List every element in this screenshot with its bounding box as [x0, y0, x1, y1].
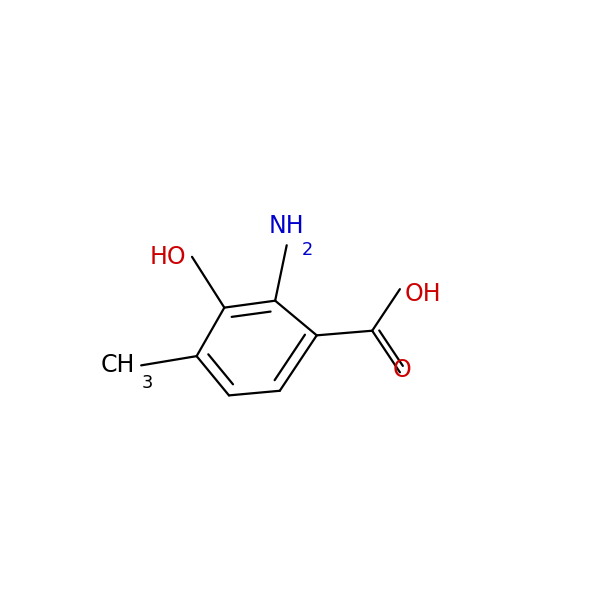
Text: OH: OH — [404, 282, 441, 306]
Text: 3: 3 — [142, 374, 154, 392]
Text: NH: NH — [269, 214, 305, 238]
Text: CH: CH — [101, 353, 135, 377]
Text: 2: 2 — [301, 241, 313, 259]
Text: HO: HO — [150, 245, 187, 269]
Text: O: O — [393, 358, 412, 382]
